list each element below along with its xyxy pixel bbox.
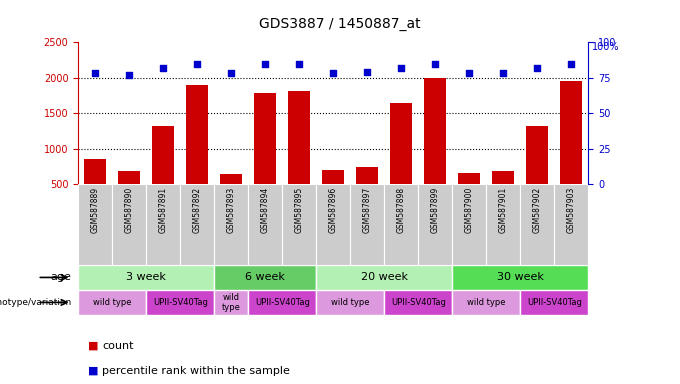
Bar	[560, 81, 582, 220]
Text: GSM587902: GSM587902	[532, 187, 542, 233]
Bar	[214, 265, 316, 290]
Text: UPII-SV40Tag: UPII-SV40Tag	[255, 298, 309, 307]
Bar	[554, 184, 588, 265]
Text: 3 week: 3 week	[126, 272, 166, 283]
Bar	[316, 184, 350, 265]
Bar	[254, 93, 276, 220]
Text: 20 week: 20 week	[360, 272, 408, 283]
Bar	[452, 184, 486, 265]
Bar	[356, 167, 378, 220]
Text: wild type: wild type	[93, 298, 131, 307]
Text: GSM587894: GSM587894	[260, 187, 270, 233]
Text: GSM587897: GSM587897	[362, 187, 372, 233]
Text: GSM587899: GSM587899	[430, 187, 440, 233]
Bar	[492, 171, 514, 220]
Text: GSM587900: GSM587900	[464, 187, 474, 233]
Bar	[146, 184, 180, 265]
Bar	[78, 265, 214, 290]
Text: ■: ■	[88, 366, 99, 376]
Bar	[424, 78, 446, 220]
Text: GSM587903: GSM587903	[566, 187, 576, 233]
Bar	[316, 290, 384, 315]
Bar	[248, 184, 282, 265]
Text: GSM587901: GSM587901	[498, 187, 508, 233]
Text: GSM587898: GSM587898	[396, 187, 406, 233]
Bar	[452, 265, 588, 290]
Text: GSM587892: GSM587892	[192, 187, 202, 233]
Point	[396, 65, 407, 71]
Bar	[78, 290, 146, 315]
Bar	[526, 126, 548, 220]
Point	[430, 61, 441, 67]
Text: wild
type: wild type	[222, 293, 241, 312]
Point	[192, 61, 203, 67]
Bar	[520, 290, 588, 315]
Point	[464, 70, 475, 76]
Bar	[112, 184, 146, 265]
Text: wild type: wild type	[331, 298, 369, 307]
Bar	[214, 290, 248, 315]
Point	[498, 70, 509, 76]
Bar	[316, 265, 452, 290]
Text: ■: ■	[88, 341, 99, 351]
Bar	[384, 184, 418, 265]
Bar	[418, 184, 452, 265]
Point	[260, 61, 271, 67]
Bar	[384, 290, 452, 315]
Bar	[390, 103, 412, 220]
Point	[566, 61, 577, 67]
Bar	[282, 184, 316, 265]
Bar	[214, 184, 248, 265]
Point	[90, 70, 101, 76]
Bar	[152, 126, 174, 220]
Text: UPII-SV40Tag: UPII-SV40Tag	[391, 298, 445, 307]
Bar	[248, 290, 316, 315]
Text: age: age	[50, 272, 71, 283]
Bar	[118, 171, 140, 220]
Point	[158, 65, 169, 71]
Text: UPII-SV40Tag: UPII-SV40Tag	[153, 298, 207, 307]
Point	[328, 70, 339, 76]
Bar	[220, 174, 242, 220]
Bar	[146, 290, 214, 315]
Bar	[458, 173, 480, 220]
Bar	[84, 159, 106, 220]
Bar	[520, 184, 554, 265]
Point	[226, 70, 237, 76]
Text: GSM587890: GSM587890	[124, 187, 134, 233]
Text: count: count	[102, 341, 133, 351]
Bar	[350, 184, 384, 265]
Text: GSM587891: GSM587891	[158, 187, 168, 233]
Bar	[186, 85, 208, 220]
Text: GSM587893: GSM587893	[226, 187, 236, 233]
Point	[532, 65, 543, 71]
Point	[124, 72, 135, 78]
Bar	[78, 184, 112, 265]
Text: GSM587889: GSM587889	[90, 187, 100, 233]
Text: 30 week: 30 week	[497, 272, 543, 283]
Text: GSM587896: GSM587896	[328, 187, 338, 233]
Text: wild type: wild type	[467, 298, 505, 307]
Bar	[322, 170, 344, 220]
Bar	[288, 91, 310, 220]
Text: UPII-SV40Tag: UPII-SV40Tag	[527, 298, 581, 307]
Point	[362, 69, 373, 75]
Bar	[180, 184, 214, 265]
Text: GSM587895: GSM587895	[294, 187, 304, 233]
Text: 6 week: 6 week	[245, 272, 285, 283]
Text: percentile rank within the sample: percentile rank within the sample	[102, 366, 290, 376]
Bar	[486, 184, 520, 265]
Point	[294, 61, 305, 67]
Bar	[452, 290, 520, 315]
Text: genotype/variation: genotype/variation	[0, 298, 71, 307]
Text: GDS3887 / 1450887_at: GDS3887 / 1450887_at	[259, 17, 421, 31]
Text: 100%: 100%	[592, 42, 619, 52]
